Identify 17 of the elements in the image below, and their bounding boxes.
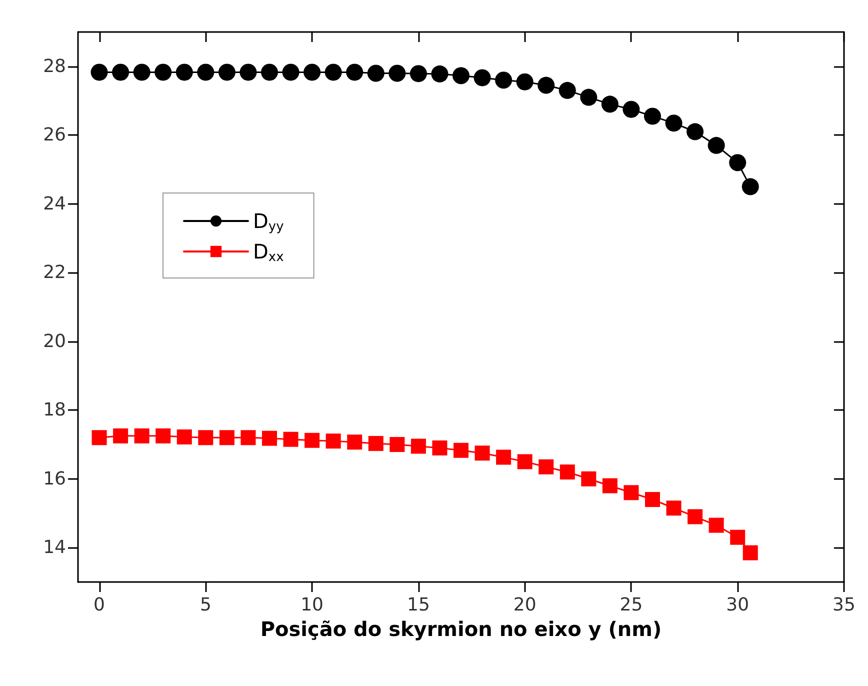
y-tick-label: 20	[43, 330, 66, 352]
x-axis-title: Posição do skyrmion no eixo y (nm)	[260, 616, 662, 641]
x-tick-label: 20	[513, 594, 536, 616]
x-tick-label: 25	[620, 594, 643, 616]
y-tick-label: 22	[43, 262, 66, 284]
x-tick-label: 10	[300, 594, 324, 616]
y-tick-label: 16	[43, 468, 66, 490]
x-tick-label: 5	[200, 594, 212, 616]
x-tick-label: 15	[406, 594, 430, 616]
y-tick-label: 24	[43, 193, 66, 214]
x-tick-label: 0	[94, 594, 106, 616]
y-tick-label: 14	[43, 537, 66, 558]
y-tick-label: 26	[43, 124, 66, 146]
x-tick-label: 35	[832, 594, 856, 616]
x-tick-label: 30	[726, 594, 750, 616]
y-tick-label: 18	[43, 400, 66, 421]
y-tick-label: 28	[43, 56, 66, 77]
